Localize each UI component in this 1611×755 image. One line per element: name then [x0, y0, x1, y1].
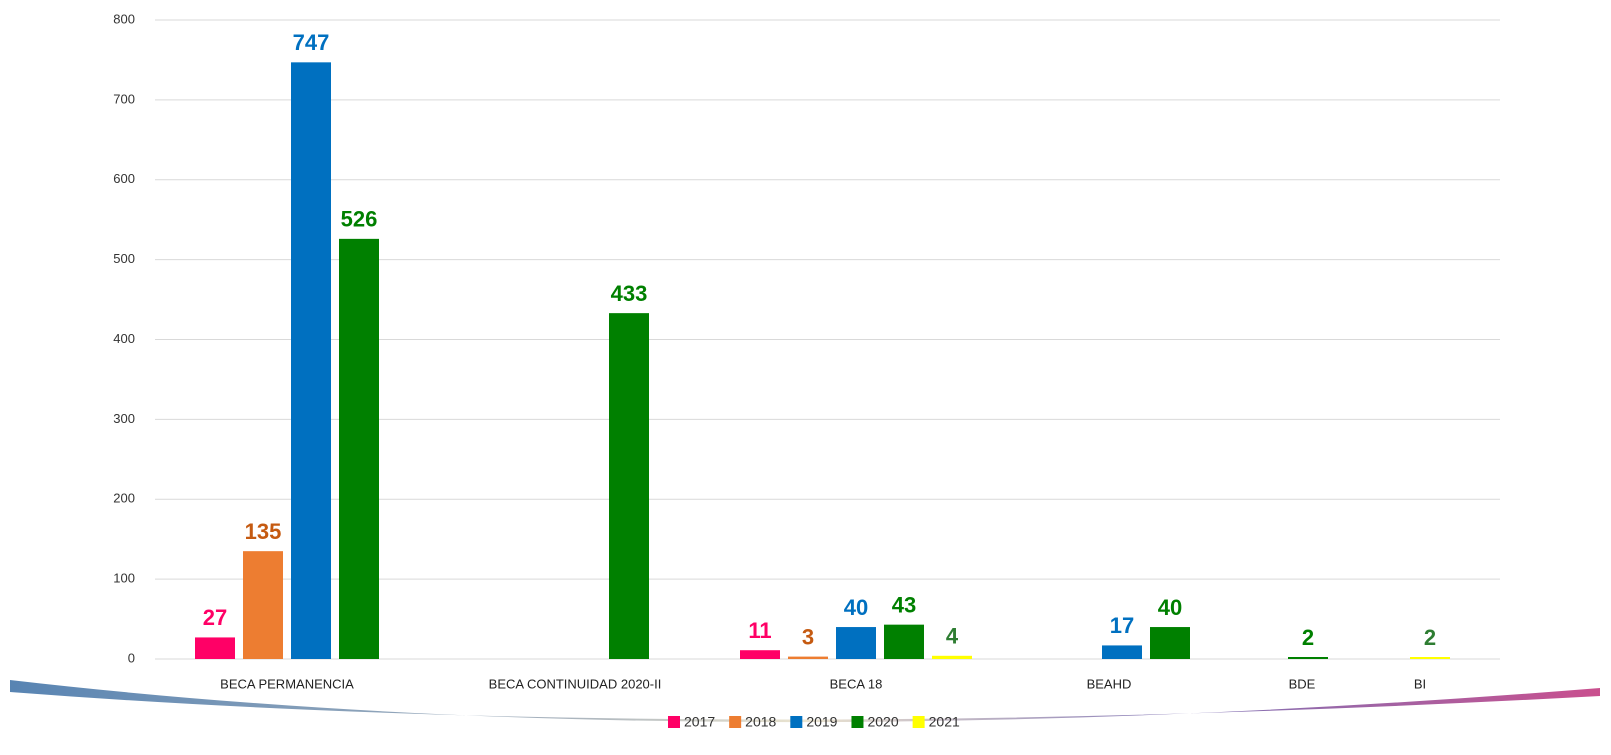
legend-swatch	[790, 716, 803, 728]
x-tick-label: BEAHD	[1087, 676, 1132, 691]
bar	[243, 551, 283, 659]
y-tick-label: 700	[113, 91, 135, 106]
y-tick-label: 800	[113, 11, 135, 26]
bar	[788, 656, 828, 659]
legend-swatch	[851, 716, 864, 728]
value-label: 433	[611, 281, 648, 306]
y-tick-label: 200	[113, 491, 135, 506]
bar	[836, 627, 876, 659]
bar	[195, 637, 235, 659]
value-label: 27	[203, 605, 227, 630]
bar	[932, 655, 972, 659]
bar	[884, 624, 924, 659]
bar	[339, 238, 379, 660]
value-label: 526	[341, 207, 378, 232]
value-label: 4	[946, 624, 959, 649]
bar	[609, 313, 649, 659]
value-label: 2	[1302, 625, 1314, 650]
value-label: 40	[844, 595, 868, 620]
legend-swatch	[668, 716, 680, 728]
legend-swatch	[912, 716, 925, 728]
value-label: 2	[1424, 625, 1436, 650]
x-tick-label: BI	[1414, 676, 1426, 691]
bar	[1288, 657, 1328, 659]
bar	[1410, 657, 1450, 659]
legend-swatch	[729, 716, 742, 728]
y-tick-label: 500	[113, 251, 135, 266]
y-tick-label: 300	[113, 411, 135, 426]
bar	[740, 650, 780, 659]
value-label: 40	[1158, 595, 1182, 620]
x-tick-label: BDE	[1289, 676, 1316, 691]
value-label: 11	[748, 618, 771, 643]
y-tick-label: 600	[113, 171, 135, 186]
x-tick-label: BECA PERMANENCIA	[220, 676, 354, 691]
value-label: 747	[293, 30, 330, 55]
y-tick-label: 400	[113, 331, 135, 346]
x-tick-label: BECA 18	[830, 676, 883, 691]
y-tick-label: 0	[128, 650, 135, 665]
bar	[291, 62, 331, 660]
y-tick-label: 100	[113, 571, 135, 586]
legend-label: 2019	[806, 714, 837, 730]
legend-label: 2018	[745, 714, 776, 730]
legend-label: 2021	[929, 714, 960, 730]
legend-label: 2020	[867, 714, 898, 730]
bar	[1102, 645, 1142, 659]
value-label: 43	[892, 592, 916, 617]
value-label: 135	[245, 519, 282, 544]
value-label: 17	[1110, 613, 1134, 638]
x-tick-label: BECA CONTINUIDAD 2020-II	[489, 676, 662, 691]
legend-label: 2017	[684, 714, 715, 730]
value-label: 3	[802, 624, 814, 649]
bar	[1150, 627, 1190, 659]
